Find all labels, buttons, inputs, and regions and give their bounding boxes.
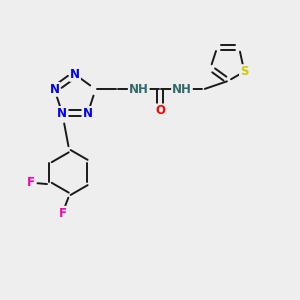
Text: NH: NH (129, 83, 149, 96)
Text: F: F (27, 176, 35, 189)
Text: NH: NH (172, 83, 192, 96)
Text: N: N (70, 68, 80, 81)
Text: F: F (58, 207, 66, 220)
Text: O: O (155, 104, 165, 117)
Text: N: N (57, 107, 67, 120)
Text: N: N (50, 83, 59, 96)
Text: S: S (240, 65, 248, 78)
Text: N: N (83, 107, 93, 120)
